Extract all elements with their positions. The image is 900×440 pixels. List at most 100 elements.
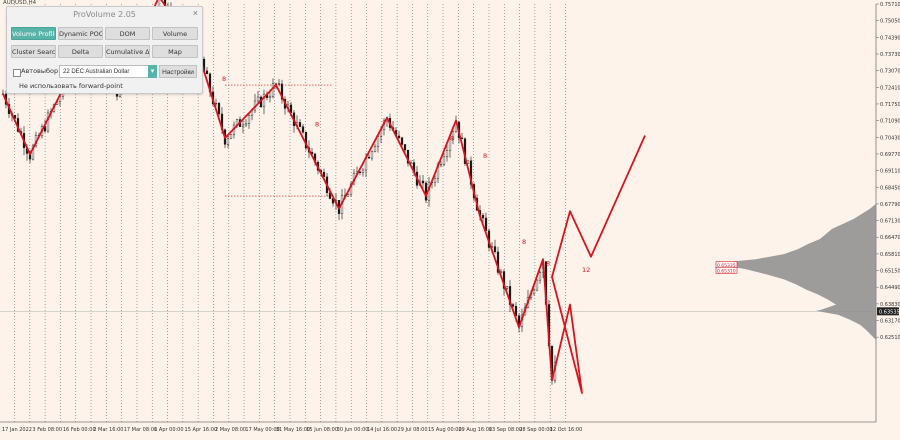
x-tick-label: 29 Aug 16:00 xyxy=(458,427,492,433)
candle xyxy=(448,139,452,151)
candle xyxy=(424,182,428,201)
candle xyxy=(31,145,35,160)
y-tick-label: 0.63830 xyxy=(880,302,900,308)
y-tick-label: 0.68450 xyxy=(880,185,900,191)
candle xyxy=(535,279,539,291)
forward-point-note: Не использовать forward-point xyxy=(19,82,123,90)
candle xyxy=(256,96,260,102)
x-tick-label: 30 Jun 00:00 xyxy=(337,427,369,433)
candle xyxy=(538,272,542,281)
y-tick-label: 0.72410 xyxy=(880,85,900,91)
x-tick-label: 2 May 08:00 xyxy=(215,427,246,433)
x-tick-label: 16 Feb 00:00 xyxy=(63,427,96,433)
candle xyxy=(397,135,401,138)
x-tick-label: 13 Sep 08:00 xyxy=(489,427,522,433)
candle xyxy=(241,124,245,127)
candle xyxy=(367,156,371,159)
candle xyxy=(244,123,248,126)
instrument-select[interactable]: 22 DEC Australian Dollar xyxy=(59,65,149,78)
settings-button[interactable]: Настройки xyxy=(159,65,197,78)
y-tick-label: 0.67130 xyxy=(880,219,900,225)
candle xyxy=(268,96,272,98)
profile-price-label: 0.65310 xyxy=(717,268,736,274)
y-tick-label: 0.73730 xyxy=(880,52,900,58)
candle xyxy=(496,251,500,273)
candle xyxy=(481,215,485,219)
y-tick-label: 0.62510 xyxy=(880,335,900,341)
candle xyxy=(442,156,446,165)
map-button[interactable]: Map xyxy=(152,45,198,58)
y-tick-label: 0.64490 xyxy=(880,285,900,291)
x-tick-label: 17 May 00:00 xyxy=(245,427,279,433)
x-tick-label: 15 Aug 00:00 xyxy=(428,427,462,433)
auto-select-label: Автовыбор xyxy=(21,67,59,75)
candle xyxy=(322,172,326,178)
profile-price-label: 0.65335 xyxy=(717,263,736,269)
cluster-search-button[interactable]: Cluster Search xyxy=(11,45,56,58)
y-tick-label: 0.69770 xyxy=(880,152,900,158)
x-tick-label: 17 Mar 08:00 xyxy=(124,427,157,433)
x-tick-label: 2 Mar 16:00 xyxy=(93,427,123,433)
delta-button[interactable]: Delta xyxy=(58,45,103,58)
candle xyxy=(262,93,266,108)
symbol-label: AUDUSD,H4 xyxy=(3,0,37,6)
volume-profile-button[interactable]: Volume Profile xyxy=(11,27,56,40)
x-tick-label: 14 Jul 16:00 xyxy=(367,427,397,433)
candle xyxy=(247,115,251,124)
x-tick-label: 31 May 16:00 xyxy=(276,427,310,433)
profile-label-box xyxy=(715,266,738,274)
y-tick-label: 0.75050 xyxy=(880,19,900,25)
candle xyxy=(229,134,233,139)
candle xyxy=(514,306,518,316)
candle xyxy=(361,169,365,174)
x-tick-label: 17 Jan 2022 xyxy=(2,427,32,433)
x-tick-label: 12 Oct 16:00 xyxy=(550,427,583,433)
chevron-down-icon[interactable]: ▾ xyxy=(148,65,157,78)
y-tick-label: 0.65810 xyxy=(880,252,900,258)
candle xyxy=(304,131,308,149)
candle xyxy=(505,286,509,289)
candle xyxy=(217,103,221,115)
y-tick-label: 0.73070 xyxy=(880,69,900,75)
x-tick-label: 28 Sep 00:00 xyxy=(519,427,552,433)
candle xyxy=(373,146,377,152)
candle xyxy=(493,246,497,253)
volume-profile xyxy=(716,203,876,340)
auto-select-checkbox[interactable] xyxy=(13,69,21,77)
candle xyxy=(451,131,455,140)
cumulative-delta-button[interactable]: Cumulative Δ xyxy=(105,45,150,58)
wave-label: 8 xyxy=(222,75,226,83)
y-tick-label: 0.71750 xyxy=(880,102,900,108)
wave-label: 12 xyxy=(582,266,590,274)
y-tick-label: 0.67790 xyxy=(880,202,900,208)
x-tick-label: 1 Apr 00:00 xyxy=(154,427,183,433)
candle xyxy=(280,83,284,100)
wave-label: 8 xyxy=(315,121,319,129)
dom-button[interactable]: DOM xyxy=(105,27,150,40)
volume-button[interactable]: Volume xyxy=(152,27,198,40)
current-price-box xyxy=(877,307,899,316)
candle xyxy=(370,151,374,159)
candle xyxy=(403,144,407,151)
y-tick-label: 0.70430 xyxy=(880,135,900,141)
y-tick-label: 0.71090 xyxy=(880,119,900,125)
candle xyxy=(277,83,281,85)
close-icon[interactable]: × xyxy=(192,8,198,18)
candle xyxy=(301,126,305,133)
y-tick-label: 0.63170 xyxy=(880,319,900,325)
wave-label: 8 xyxy=(546,260,550,268)
y-tick-label: 0.66470 xyxy=(880,235,900,241)
dynamic-poc-button[interactable]: Dynamic POC xyxy=(58,27,103,40)
panel-title: ProVolume 2.05 xyxy=(73,10,136,19)
y-tick-label: 0.69110 xyxy=(880,169,900,175)
candle xyxy=(346,194,350,197)
provolume-panel: ProVolume 2.05 × Volume Profile Dynamic … xyxy=(6,6,203,94)
x-tick-label: 15 Apr 16:00 xyxy=(185,427,218,433)
candle xyxy=(532,289,536,294)
y-tick-label: 0.74390 xyxy=(880,35,900,41)
candle xyxy=(205,70,209,75)
candle xyxy=(400,137,404,145)
wave-label: 8 xyxy=(522,238,526,246)
x-tick-label: 15 Jun 08:00 xyxy=(306,427,338,433)
candle xyxy=(298,122,302,127)
